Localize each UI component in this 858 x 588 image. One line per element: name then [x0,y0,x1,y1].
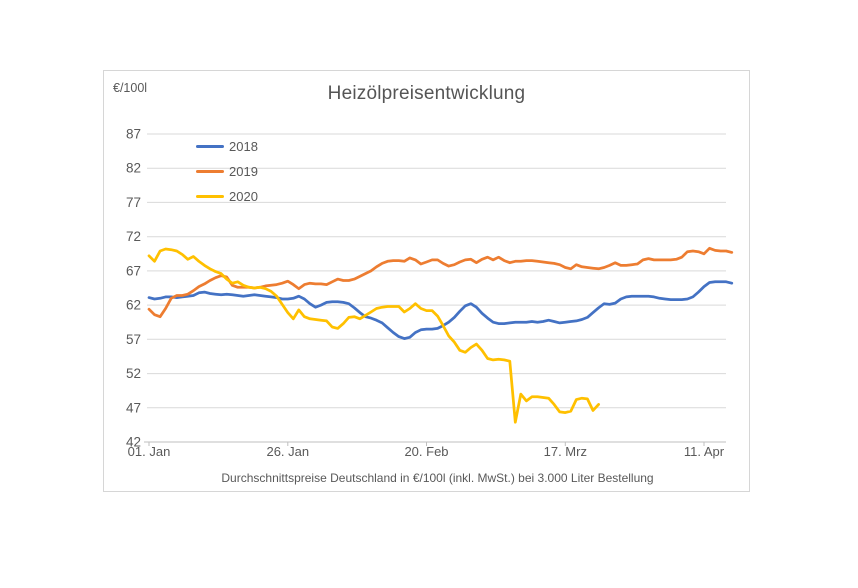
y-axis-tick-label: 62 [126,298,141,313]
heizol-price-chart: 01. Jan 26. Jan 20. Feb 17. Mrz 11. Apr 42 47 5… [103,70,750,492]
legend-label: 2020 [229,188,258,204]
legend-line-swatch [196,169,224,173]
legend-item-2019: 2019 [196,162,258,180]
legend-item-2018: 2018 [196,137,258,155]
x-axis-tick-label: 01. Jan [128,444,171,459]
series-line-2020 [147,247,600,424]
y-axis-tick-label: 67 [126,263,141,278]
series-line-2018 [147,280,734,340]
y-axis-tick-label: 87 [126,127,141,142]
legend-label: 2019 [229,163,258,179]
y-axis-tick-label: 42 [126,435,141,450]
y-axis-tick-label: 77 [126,195,141,210]
y-axis-tick-label: 72 [126,229,141,244]
chart-legend: 2018 2019 2020 [196,137,258,205]
legend-line-swatch [196,144,224,148]
chart-footnote: Durchschnittspreise Deutschland in €/100… [221,471,654,485]
x-axis-tick-label: 17. Mrz [544,444,587,459]
y-axis-tick-label: 82 [126,161,141,176]
legend-item-2020: 2020 [196,187,258,205]
legend-label: 2018 [229,138,258,154]
legend-line-swatch [196,194,224,198]
chart-plot-area: 01. Jan 26. Jan 20. Feb 17. Mrz 11. Apr 42 47 5… [126,127,734,459]
chart-title: Heizölpreisentwicklung [327,83,526,104]
y-axis-tick-label: 47 [126,400,141,415]
x-axis-tick-label: 20. Feb [404,444,448,459]
y-axis-tick-label: 52 [126,366,141,381]
y-axis-unit-label: €/100l [113,81,148,95]
x-axis-tick-label: 11. Apr [684,444,725,459]
y-axis-tick-label: 57 [126,332,141,347]
x-axis-tick-label: 26. Jan [266,444,309,459]
